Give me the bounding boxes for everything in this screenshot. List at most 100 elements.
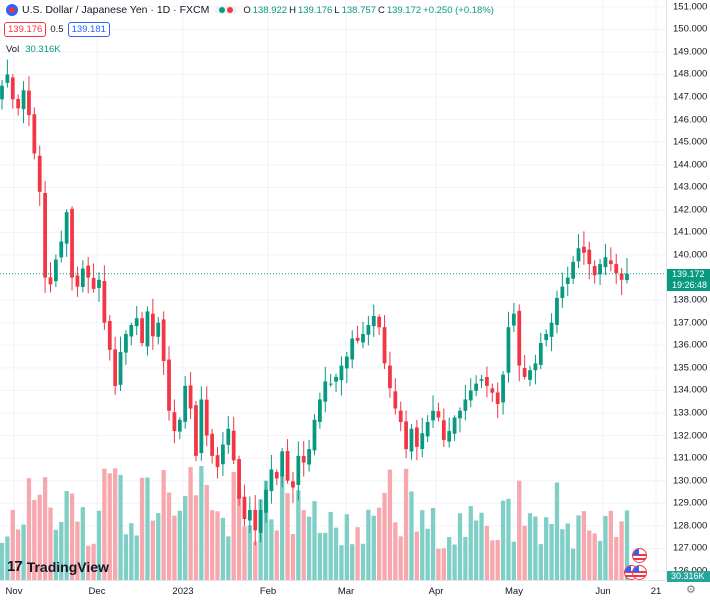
bar-countdown: 19:26:48 — [672, 279, 708, 290]
time-axis[interactable]: Nov Dec 2023 Feb Mar Apr May Jun 21 — [0, 580, 666, 601]
candle-body — [474, 383, 479, 391]
ohlc-high-label: H — [289, 4, 296, 16]
candle-body — [608, 260, 613, 265]
volume-bar — [59, 521, 64, 580]
price-tick-label: 133.000 — [673, 407, 708, 419]
tradingview-logo[interactable]: 17 TradingView — [7, 558, 109, 575]
volume-bar — [560, 529, 565, 580]
candle-body — [598, 264, 602, 275]
volume-bar — [306, 516, 312, 580]
candle-body — [323, 381, 328, 402]
candle-body — [452, 417, 457, 434]
volume-bar — [209, 510, 215, 580]
volume-bar — [53, 529, 59, 580]
candle-body — [528, 370, 532, 380]
ohlc-open-value: 138.922 — [252, 4, 288, 16]
buy-button[interactable]: 139.181 — [67, 22, 110, 37]
price-tick-label: 138.000 — [673, 294, 708, 306]
time-tick-label: 2023 — [172, 586, 194, 597]
volume-bar — [603, 515, 608, 580]
volume-bar — [457, 513, 463, 580]
price-tick-label: 146.000 — [673, 114, 708, 126]
volume-bar — [544, 517, 549, 580]
candle-body — [301, 456, 306, 463]
chart-plot-area[interactable]: U.S. Dollar / Japanese Yen · 1D · FXCM O… — [0, 0, 666, 580]
candle-body — [447, 431, 452, 442]
tradingview-logo-icon: 17 — [7, 558, 23, 575]
volume-bar — [371, 515, 376, 580]
candle-body — [468, 390, 473, 401]
volume-bar — [37, 494, 42, 580]
candle-body — [231, 430, 236, 461]
candle-body — [102, 281, 107, 323]
volume-legend[interactable]: Vol 30.316K — [6, 44, 61, 55]
candle-body — [124, 334, 128, 353]
volume-bar — [75, 521, 80, 580]
tradingview-logo-text: TradingView — [26, 558, 109, 575]
market-status-icon[interactable] — [215, 6, 238, 14]
candle-body — [490, 388, 495, 393]
candle-body — [625, 273, 629, 281]
volume-bar — [344, 514, 349, 580]
ohlc-low-label: L — [334, 4, 340, 16]
candle-body — [533, 363, 538, 371]
candle-body — [485, 377, 489, 386]
candle-body — [549, 322, 554, 337]
candle-body — [463, 399, 468, 411]
volume-bar — [204, 484, 209, 580]
candle-body — [431, 410, 435, 421]
volume-value: 30.316K — [25, 44, 61, 55]
candle-body — [511, 313, 516, 326]
candlestick-chart[interactable] — [0, 0, 666, 580]
price-tick-label: 143.000 — [673, 181, 708, 193]
volume-bar — [156, 513, 161, 580]
time-tick-label: Apr — [428, 586, 444, 597]
volume-bar — [16, 529, 21, 580]
volume-bar — [533, 516, 538, 580]
price-axis[interactable]: 151.000 150.000 149.000 148.000 147.000 146.0… — [666, 0, 710, 580]
symbol-legend[interactable]: U.S. Dollar / Japanese Yen · 1D · FXCM O… — [6, 4, 494, 16]
candle-body — [420, 433, 425, 449]
price-tick-label: 134.000 — [673, 384, 708, 396]
candle-body — [501, 374, 505, 403]
volume-bar — [339, 545, 344, 580]
candle-body — [145, 311, 150, 347]
candle-body — [565, 277, 570, 284]
volume-bar — [403, 468, 409, 580]
volume-bar — [350, 544, 355, 580]
volume-bar — [215, 511, 220, 580]
volume-label: Vol — [6, 44, 20, 55]
candle-body — [215, 455, 220, 468]
candle-body — [150, 313, 155, 337]
candle-body — [312, 419, 317, 451]
price-tick-label: 144.000 — [673, 159, 708, 171]
candle-body — [458, 410, 462, 419]
price-tick-label: 136.000 — [673, 339, 708, 351]
settings-gear-icon[interactable]: ⚙ — [686, 584, 696, 596]
volume-bar — [409, 491, 414, 580]
candle-body — [603, 257, 608, 268]
volume-bar — [355, 527, 360, 580]
candle-body — [382, 327, 387, 364]
candle-body — [161, 319, 166, 362]
candle-body — [37, 155, 42, 192]
candle-body — [544, 334, 549, 341]
time-tick-label: Nov — [5, 586, 23, 597]
volume-bar — [527, 513, 533, 580]
candle-body — [285, 450, 290, 481]
volume-bar — [484, 525, 490, 580]
symbol-title[interactable]: U.S. Dollar / Japanese Yen · 1D · FXCM — [22, 4, 210, 16]
sell-button[interactable]: 139.176 — [4, 22, 47, 37]
us-flag-icon[interactable] — [632, 565, 647, 580]
candle-body — [221, 444, 225, 465]
candle-body — [388, 365, 392, 389]
candle-body — [107, 320, 112, 350]
volume-bar — [96, 510, 102, 580]
volume-bar — [473, 520, 479, 580]
volume-bar — [377, 507, 382, 580]
candle-body — [226, 428, 231, 445]
ohlc-change-value: +0.250 (+0.18%) — [423, 4, 494, 16]
us-flag-icon[interactable] — [632, 548, 647, 563]
volume-bar — [199, 465, 204, 580]
